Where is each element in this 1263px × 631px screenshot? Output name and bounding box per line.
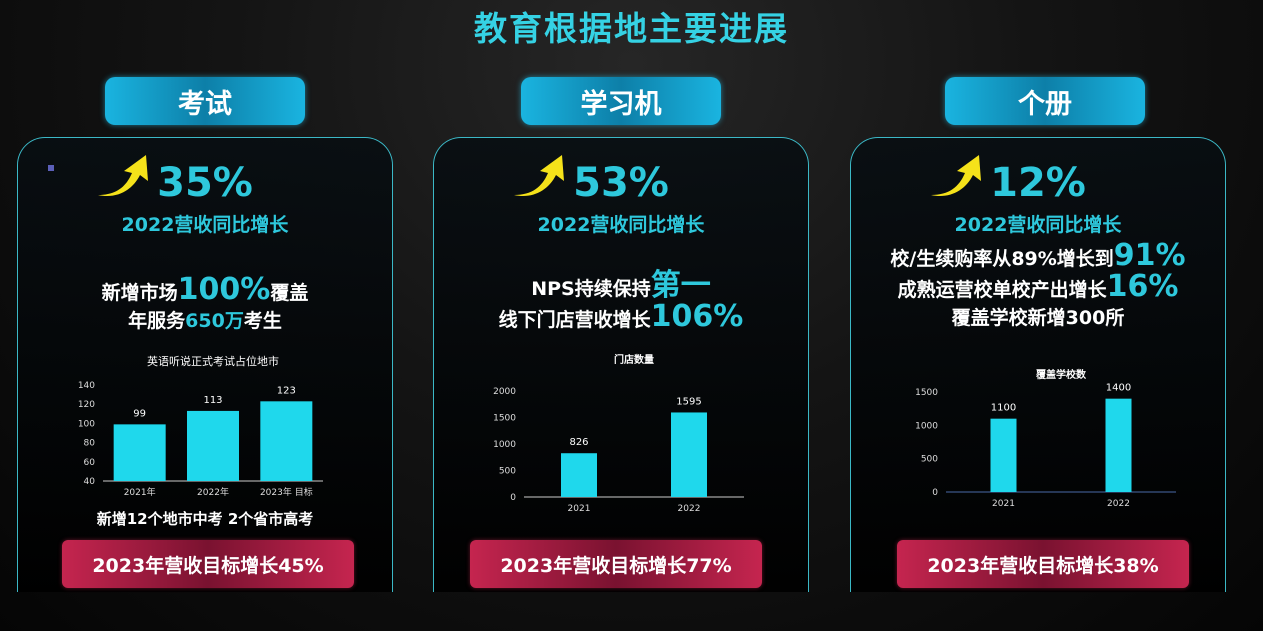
x-tick-label: 2021年 [124,486,156,498]
bar [561,453,597,497]
bar [671,412,707,497]
growth-arrow-icon [98,155,148,197]
y-tick-label: 140 [78,381,95,391]
bar-value-label: 826 [569,437,588,448]
panel-card-workbook: 12% 2022营收同比增长 校/生续购率从89%增长到91% 成熟运营校单校产出… [850,137,1226,592]
x-tick-label: 2022 [1107,499,1130,506]
y-tick-label: 80 [84,439,96,449]
bar [260,401,313,481]
chart-title: 门店数量 [614,353,654,366]
bar-value-label: 113 [203,395,222,406]
highlight-line: 线下门店营收增长106% [498,299,744,334]
chart-title: 英语听说正式考试占位地市 [147,354,279,368]
y-tick-label: 60 [84,458,96,468]
goal-badge-learning-device: 2023年营收目标增长77% [470,540,762,588]
y-tick-label: 500 [921,455,938,465]
panel-tag-workbook: 个册 [945,77,1145,125]
x-tick-label: 2023年 目标 [260,486,313,498]
y-tick-label: 120 [78,400,95,410]
highlight-line: 成熟运营校单校产出增长16% [897,269,1179,304]
goal-badge-workbook: 2023年营收目标增长38% [897,540,1189,588]
y-tick-label: 1000 [493,440,516,450]
bar-value-label: 99 [133,408,146,419]
panel-card-learning-device: 53% 2022营收同比增长 NPS持续保持第一 线下门店营收增长106% 门店数… [433,137,809,592]
bar-value-label: 123 [277,385,296,396]
highlight-line: 校/生续购率从89%增长到91% [890,238,1186,273]
bar-chart-exam-cities: 英语听说正式考试占位地市 40 60 80 100 120 140 99 2021年 113 202… [63,353,333,507]
growth-arrow-icon [931,155,981,197]
x-tick-label: 2022 [678,504,701,511]
bar-value-label: 1100 [991,403,1016,414]
growth-label: 2022营收同比增长 [537,214,705,236]
goal-badge-exam: 2023年营收目标增长45% [62,540,354,588]
highlight-lines: 校/生续购率从89%增长到91% 成熟运营校单校产出增长16% 覆盖学校新增300所 [851,238,1225,332]
bar [990,418,1017,492]
highlight-line: 新增市场100%覆盖 [101,272,309,307]
x-tick-label: 2021 [568,504,591,511]
highlight-line: 年服务650万考生 [128,310,282,332]
highlight-lines: NPS持续保持第一 线下门店营收增长106% [434,268,808,334]
bar-chart-stores: 门店数量 0 500 1000 1500 2000 826 2021 1595 2022 [479,351,749,515]
growth-percent: 12% [990,160,1086,206]
footnote: 新增12个地市中考 2个省市高考 [96,510,314,528]
growth-arrow-icon [514,155,564,197]
highlight-line: NPS持续保持第一 [531,268,711,303]
growth-label: 2022营收同比增长 [121,214,289,236]
growth-percent: 35% [157,160,253,206]
bar [1105,398,1132,492]
y-tick-label: 40 [84,477,96,487]
bar-value-label: 1400 [1106,383,1131,394]
highlight-lines: 新增市场100%覆盖年服务650万考生 [18,272,392,335]
panel-tag-exam: 考试 [105,77,305,125]
y-tick-label: 100 [78,419,95,429]
page-title: 教育根据地主要进展 [474,9,789,48]
bar [113,424,166,481]
bar [187,410,239,481]
y-tick-label: 1500 [915,388,938,398]
x-tick-label: 2021 [992,499,1015,506]
panel-card-exam: 35% 2022营收同比增长 新增市场100%覆盖年服务650万考生 英语听说正… [17,137,393,592]
y-tick-label: 0 [932,488,938,498]
y-tick-label: 0 [510,493,516,503]
highlight-line: 覆盖学校新增300所 [951,307,1125,329]
y-tick-label: 1000 [915,421,938,431]
y-tick-label: 2000 [493,387,516,397]
y-tick-label: 500 [499,467,516,477]
chart-title: 覆盖学校数 [1036,368,1087,381]
x-tick-label: 2022年 [197,486,229,498]
bar-value-label: 1595 [676,396,701,407]
panel-tag-learning-device: 学习机 [521,77,721,125]
growth-percent: 53% [573,160,669,206]
bar-chart-schools: 覆盖学校数 0 500 1000 1500 1100 2021 1400 2022 [906,366,1176,510]
y-tick-label: 1500 [493,414,516,424]
growth-label: 2022营收同比增长 [954,214,1122,236]
bullet-marker [48,165,54,171]
